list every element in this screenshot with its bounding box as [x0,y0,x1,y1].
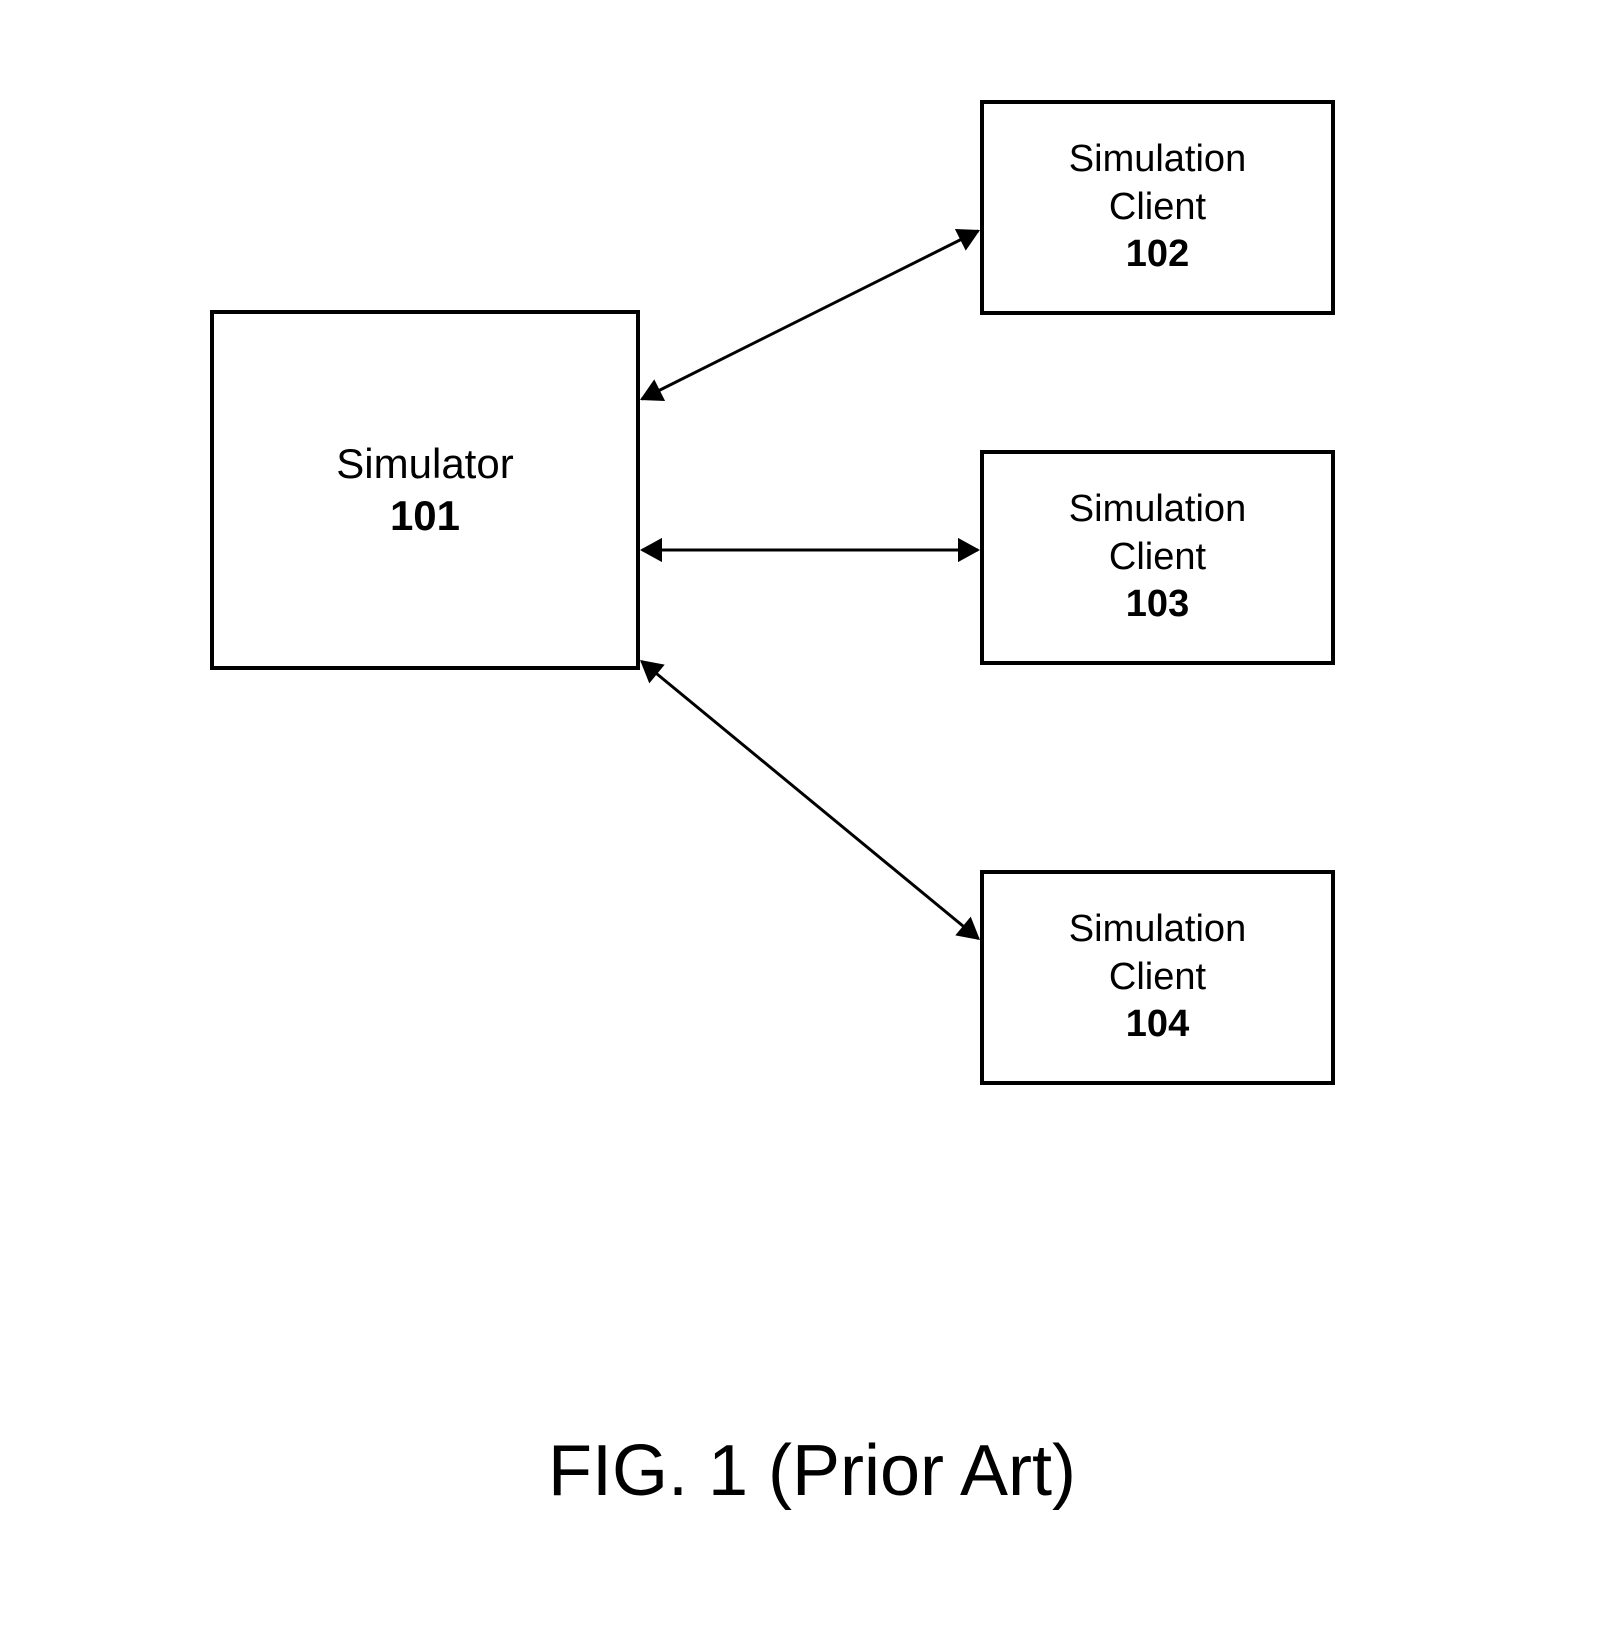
client1-box: Simulation Client 102 [980,100,1335,315]
client1-id: 102 [1126,231,1189,279]
client2-box: Simulation Client 103 [980,450,1335,665]
connectors-layer [0,0,1624,1647]
simulator-label: Simulator [336,438,513,491]
diagram-canvas: Simulator 101 Simulation Client 102 Simu… [0,0,1624,1647]
client2-label1: Simulation [1069,486,1246,534]
client3-box: Simulation Client 104 [980,870,1335,1085]
simulator-box: Simulator 101 [210,310,640,670]
client2-id: 103 [1126,581,1189,629]
client1-label1: Simulation [1069,136,1246,184]
simulator-id: 101 [390,490,460,543]
client2-label2: Client [1109,534,1206,582]
figure-caption: FIG. 1 (Prior Art) [0,1430,1624,1512]
client3-label1: Simulation [1069,906,1246,954]
client1-label2: Client [1109,184,1206,232]
client3-id: 104 [1126,1001,1189,1049]
client3-label2: Client [1109,954,1206,1002]
